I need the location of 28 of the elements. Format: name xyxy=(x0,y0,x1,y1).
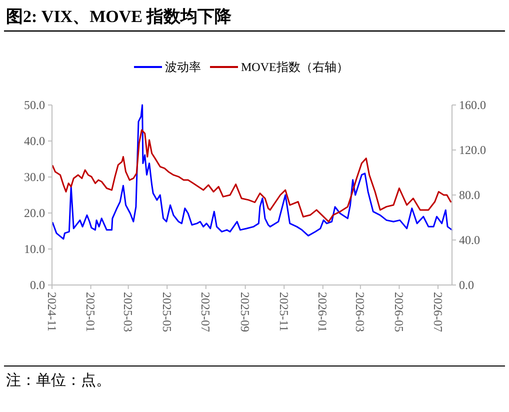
y2-tick-label: 0.0 xyxy=(459,278,474,292)
y-tick-label: 50.0 xyxy=(24,98,45,112)
legend-label: 波动率 xyxy=(165,60,201,74)
x-tick-label: 2026-07 xyxy=(430,292,445,332)
y2-tick-label: 80.0 xyxy=(459,188,480,202)
x-tick-label: 2026-01 xyxy=(316,292,330,332)
line-series xyxy=(52,104,453,240)
x-tick-label: 2025-11 xyxy=(276,292,291,332)
x-tick-label: 2026-03 xyxy=(353,292,368,332)
x-tick-label: 2025-09 xyxy=(238,292,252,332)
y-tick-label: 40.0 xyxy=(24,134,45,148)
y-tick-label: 0.0 xyxy=(30,278,45,292)
x-tick-label: 2025-01 xyxy=(84,292,98,332)
x-tick-label: 2025-05 xyxy=(160,292,174,332)
y2-tick-label: 120.0 xyxy=(459,143,486,158)
y-tick-label: 20.0 xyxy=(24,206,45,220)
x-tick-label: 2025-07 xyxy=(198,292,213,332)
y2-tick-label: 40.0 xyxy=(459,233,480,248)
y-tick-label: 10.0 xyxy=(24,242,45,256)
legend-label: MOVE指数（右轴） xyxy=(241,60,348,74)
y2-tick-label: 160.0 xyxy=(459,98,486,112)
line-series xyxy=(52,129,452,222)
x-tick-label: 2025-03 xyxy=(121,292,136,332)
chart-title: 图2: VIX、MOVE 指数均下降 xyxy=(6,7,233,26)
text: 注：单位：点。 xyxy=(6,372,111,389)
y-tick-label: 30.0 xyxy=(24,170,45,184)
x-tick-label: 2024-11 xyxy=(44,292,59,332)
x-tick-label: 2026-05 xyxy=(392,292,406,332)
